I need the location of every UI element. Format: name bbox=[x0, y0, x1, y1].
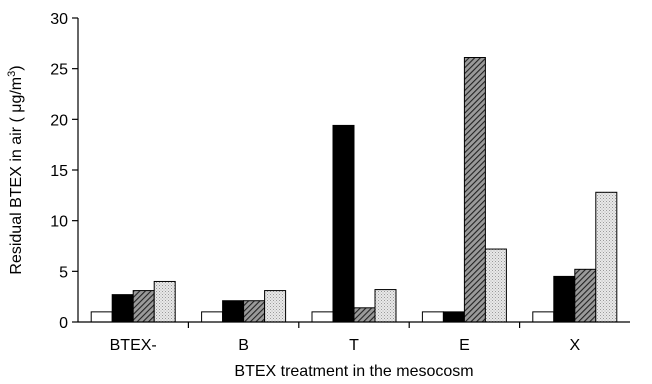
x-tick-label: BTEX- bbox=[110, 337, 157, 354]
bar-T-series-3 bbox=[353, 307, 376, 323]
bar-E-series-3 bbox=[463, 57, 486, 323]
y-axis-title-prefix: Residual BTEX in air ( bbox=[8, 113, 25, 275]
y-tick-label: 30 bbox=[50, 11, 68, 28]
x-ticks: BTEX- B T E X bbox=[110, 322, 580, 354]
bar-E-series-2 bbox=[442, 311, 465, 323]
y-axis-title-superscript: 3 bbox=[6, 71, 18, 77]
bar-BTEX--series-2 bbox=[111, 294, 134, 323]
bar-T-series-1 bbox=[311, 311, 334, 323]
y-tick-label: 15 bbox=[50, 163, 68, 180]
y-axis-title: Residual BTEX in air ( μg/m3) bbox=[6, 65, 25, 274]
bar-B-series-4 bbox=[264, 290, 287, 323]
bar-E-series-4 bbox=[484, 248, 507, 323]
bar-B-series-1 bbox=[201, 311, 224, 323]
y-axis-title-suffix: ) bbox=[8, 65, 25, 70]
y-axis-title-mu: μ bbox=[8, 104, 25, 113]
y-tick-label: 25 bbox=[50, 62, 68, 79]
bar-B-series-2 bbox=[222, 300, 245, 323]
bar-BTEX--series-3 bbox=[132, 290, 155, 323]
x-tick-label: B bbox=[238, 337, 249, 354]
y-tick-label: 20 bbox=[50, 112, 68, 129]
x-tick-label: T bbox=[349, 337, 359, 354]
bar-T-series-4 bbox=[374, 289, 397, 323]
bar-X-series-1 bbox=[532, 311, 555, 323]
x-tick-label: X bbox=[569, 337, 580, 354]
bar-BTEX--series-4 bbox=[153, 280, 176, 323]
y-tick-label: 5 bbox=[59, 264, 68, 281]
y-ticks: 0 5 10 15 20 25 30 bbox=[50, 11, 78, 332]
bar-T-series-2 bbox=[332, 124, 355, 323]
bar-X-series-4 bbox=[595, 191, 618, 323]
bar-X-series-2 bbox=[553, 275, 576, 323]
y-axis-title-unit: g/m bbox=[8, 77, 25, 104]
bar-BTEX--series-1 bbox=[90, 311, 113, 323]
bars-layer bbox=[90, 57, 618, 323]
x-tick-label: E bbox=[459, 337, 470, 354]
bar-B-series-3 bbox=[243, 300, 266, 323]
x-axis-title: BTEX treatment in the mesocosm bbox=[234, 363, 473, 380]
bar-E-series-1 bbox=[421, 311, 444, 323]
y-tick-label: 0 bbox=[59, 315, 68, 332]
bar-X-series-3 bbox=[574, 268, 597, 323]
y-tick-label: 10 bbox=[50, 214, 68, 231]
